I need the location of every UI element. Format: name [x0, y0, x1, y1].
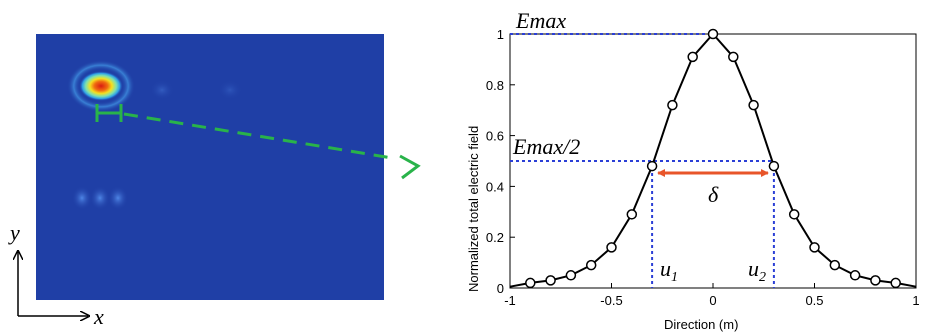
x-tick-label: 0.5 — [805, 293, 823, 308]
data-point — [646, 160, 658, 172]
data-point — [545, 275, 556, 286]
x-axis-label: x — [93, 304, 104, 329]
pointer-arrow-icon — [399, 154, 421, 180]
guide-lines — [510, 33, 775, 288]
data-point — [890, 277, 901, 289]
axis-indicator: y x — [8, 220, 104, 329]
hotspot — [79, 71, 123, 101]
data-point — [829, 259, 841, 271]
width-marker-icon — [95, 104, 123, 122]
y-tick-label: 0.4 — [486, 179, 504, 194]
faint-blob-1 — [150, 80, 174, 100]
u2-label: u2 — [748, 256, 766, 285]
series-points — [525, 28, 901, 289]
field-map: y x — [8, 34, 421, 329]
y-tick-label: 0.2 — [486, 230, 504, 245]
u2-subscript: 2 — [759, 270, 766, 285]
emax-label: Emax — [515, 8, 566, 33]
y-tick-label: 0.8 — [486, 78, 504, 93]
data-point — [667, 99, 678, 111]
x-tick-label: 1 — [912, 293, 919, 308]
x-ticks: -1 -0.5 0 0.5 1 — [504, 283, 920, 308]
x-tick-label: -1 — [504, 293, 516, 308]
data-point — [585, 259, 597, 271]
data-point — [626, 209, 638, 220]
data-point — [525, 277, 536, 289]
data-point — [768, 160, 780, 172]
u1-label: u1 — [660, 256, 678, 285]
secondary-blob-3 — [108, 186, 128, 210]
data-point — [728, 51, 739, 63]
emax-half-label: Emax/2 — [512, 134, 580, 159]
secondary-blob-2 — [90, 186, 110, 210]
u1-base: u — [660, 256, 671, 281]
x-tick-label: 0 — [709, 293, 716, 308]
x-tick-label: -0.5 — [600, 293, 622, 308]
y-tick-label: 1 — [497, 27, 504, 42]
y-tick-label: 0.6 — [486, 129, 504, 144]
secondary-blob-1 — [72, 186, 92, 210]
u1-subscript: 1 — [671, 270, 678, 285]
u2-base: u — [748, 256, 759, 281]
x-axis-title: Direction (m) — [664, 317, 738, 332]
data-point — [870, 275, 881, 286]
faint-blob-2 — [218, 80, 242, 100]
data-point — [687, 51, 698, 63]
y-ticks: 0 0.2 0.4 0.6 0.8 1 — [486, 27, 515, 296]
y-tick-label: 0 — [497, 281, 504, 296]
data-point — [748, 99, 759, 111]
data-point — [809, 242, 820, 253]
data-point — [707, 28, 719, 40]
data-point — [565, 270, 577, 281]
data-point — [788, 209, 800, 220]
y-axis-title: Normalized total electric field — [466, 126, 481, 292]
chart: -1 -0.5 0 0.5 1 0 0.2 0.4 0.6 0.8 1 Normalized to… — [466, 8, 920, 332]
data-point — [849, 270, 861, 281]
data-point — [606, 242, 617, 253]
y-axis-label: y — [8, 220, 20, 245]
delta-label: δ — [708, 182, 719, 207]
